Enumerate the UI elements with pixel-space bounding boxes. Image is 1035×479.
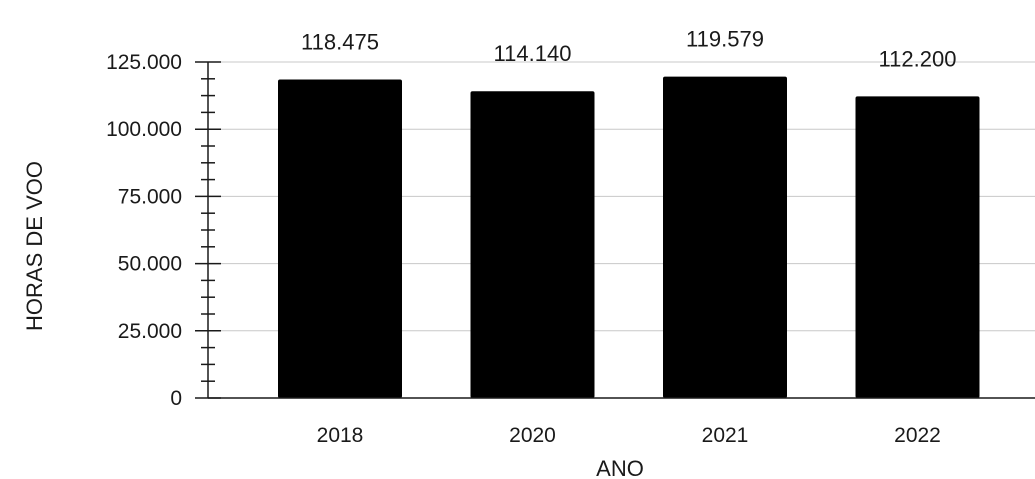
bar	[855, 96, 980, 398]
x-tick-labels: 2018 2020 2021 2022	[317, 424, 941, 447]
x-tick-label: 2018	[317, 424, 364, 447]
x-tick-label: 2022	[894, 424, 941, 447]
data-label: 112.200	[879, 46, 957, 71]
data-label: 118.475	[301, 30, 379, 55]
y-tick-label: 0	[170, 387, 182, 410]
bar	[663, 76, 787, 398]
data-label: 114.140	[494, 41, 572, 66]
x-tick-label: 2020	[509, 424, 556, 447]
data-label: 119.579	[686, 27, 764, 52]
y-tick-label: 100.000	[106, 118, 182, 141]
data-labels: 118.475 114.140 119.579 112.200	[301, 27, 956, 72]
y-tick-labels: 0 25.000 50.000 75.000 100.000 125.000	[106, 51, 182, 410]
x-tick-label: 2021	[702, 424, 749, 447]
bar	[278, 79, 402, 399]
bar	[470, 91, 595, 398]
y-axis	[195, 61, 1035, 399]
y-tick-label: 50.000	[118, 253, 182, 276]
x-axis-title: ANO	[596, 456, 644, 479]
y-tick-label: 125.000	[106, 51, 182, 74]
y-tick-label: 75.000	[118, 185, 182, 208]
bars	[278, 76, 980, 399]
y-tick-label: 25.000	[118, 320, 182, 343]
y-axis-title: HORAS DE VOO	[22, 161, 47, 331]
